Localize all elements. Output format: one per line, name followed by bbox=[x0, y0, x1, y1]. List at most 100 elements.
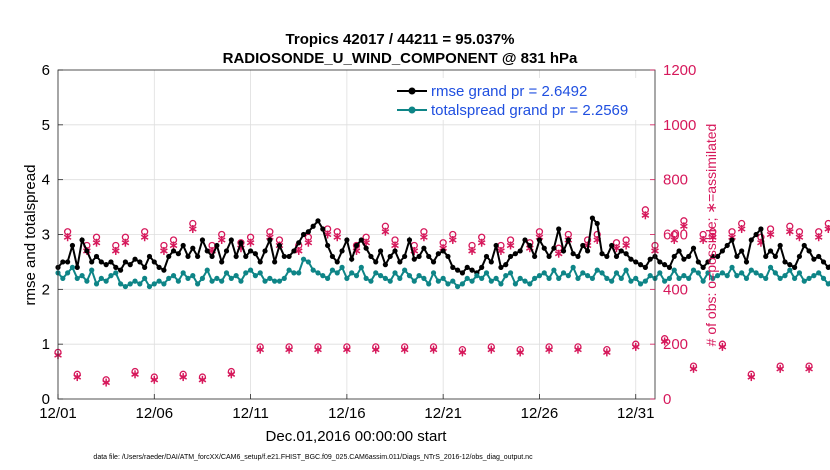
series-layer bbox=[54, 206, 830, 387]
totalspread-point bbox=[527, 281, 533, 287]
obs-assimilated-point bbox=[400, 345, 409, 354]
totalspread-point bbox=[349, 270, 355, 276]
rmse-point bbox=[710, 253, 716, 260]
rmse-point bbox=[662, 262, 668, 268]
rmse-point bbox=[681, 256, 687, 262]
rmse-point bbox=[584, 248, 591, 254]
rmse-point bbox=[74, 264, 80, 270]
y-right-tick-label: 1000 bbox=[663, 117, 696, 134]
rmse-point bbox=[671, 253, 677, 260]
rmse-point bbox=[469, 267, 475, 273]
totalspread-point bbox=[195, 281, 201, 287]
obs-assimilated-point bbox=[246, 238, 255, 247]
totalspread-point bbox=[517, 275, 523, 281]
totalspread-point bbox=[156, 278, 162, 284]
rmse-point bbox=[411, 256, 417, 262]
rmse-point bbox=[512, 251, 518, 257]
totalspread-point bbox=[811, 273, 817, 279]
y-tick-label: 2 bbox=[42, 281, 50, 298]
rmse-point bbox=[628, 256, 634, 262]
totalspread-point bbox=[767, 264, 774, 270]
totalspread-point bbox=[190, 273, 196, 279]
rmse-point bbox=[199, 237, 206, 243]
obs-assimilated-point bbox=[814, 233, 823, 242]
rmse-point bbox=[811, 256, 817, 262]
totalspread-point bbox=[281, 275, 287, 281]
totalspread-point bbox=[469, 278, 475, 284]
rmse-point bbox=[209, 253, 215, 260]
rmse-point bbox=[151, 259, 157, 265]
x-tick-label: 12/31 bbox=[617, 405, 655, 422]
totalspread-point bbox=[507, 270, 514, 276]
y-tick-label: 6 bbox=[42, 62, 50, 79]
obs-assimilated-point bbox=[477, 238, 486, 247]
totalspread-point bbox=[522, 278, 528, 284]
rmse-point bbox=[690, 245, 697, 251]
obs-assimilated-point bbox=[497, 246, 505, 255]
rmse-point bbox=[657, 259, 663, 265]
totalspread-point bbox=[618, 275, 624, 281]
obs-assimilated-point bbox=[256, 345, 265, 354]
y-right-tick-label: 600 bbox=[663, 227, 688, 244]
y-right-tick-label: 800 bbox=[663, 172, 688, 189]
totalspread-point bbox=[570, 264, 576, 270]
obs-assimilated-point bbox=[699, 235, 707, 244]
rmse-point bbox=[392, 248, 398, 254]
rmse-point bbox=[546, 253, 552, 260]
totalspread-point bbox=[127, 281, 133, 287]
y-tick-label: 3 bbox=[42, 227, 50, 244]
totalspread-point bbox=[536, 273, 543, 279]
totalspread-point bbox=[719, 270, 726, 276]
obs-assimilated-point bbox=[333, 233, 342, 242]
rmse-point bbox=[637, 262, 644, 268]
obs-assimilated-point bbox=[785, 227, 794, 236]
x-tick-label: 12/26 bbox=[521, 405, 559, 422]
totalspread-point bbox=[272, 278, 278, 284]
totalspread-point bbox=[151, 281, 157, 287]
totalspread-point bbox=[325, 275, 331, 281]
rmse-point bbox=[517, 248, 523, 254]
totalspread-point bbox=[421, 275, 427, 281]
obs-assimilated-point bbox=[343, 345, 351, 354]
rmse-point bbox=[801, 242, 807, 249]
obs-assimilated-point bbox=[670, 235, 679, 244]
rmse-point bbox=[397, 259, 403, 265]
totalspread-point bbox=[637, 281, 644, 287]
rmse-point bbox=[507, 253, 514, 260]
obs-assimilated-point bbox=[169, 241, 178, 250]
rmse-point bbox=[435, 251, 441, 257]
totalspread-point bbox=[772, 270, 778, 276]
rmse-point bbox=[724, 242, 730, 249]
totalspread-point bbox=[79, 273, 85, 279]
rmse-point bbox=[666, 264, 673, 270]
rmse-point bbox=[166, 253, 172, 260]
rmse-point bbox=[633, 259, 639, 265]
totalspread-point bbox=[440, 275, 446, 281]
obs-assimilated-point bbox=[631, 342, 640, 351]
totalspread-point bbox=[503, 273, 509, 279]
rmse-point bbox=[170, 248, 177, 254]
totalspread-point bbox=[734, 273, 740, 279]
obs-assimilated-point bbox=[574, 345, 582, 354]
rmse-point bbox=[503, 262, 509, 268]
rmse-point bbox=[522, 237, 528, 243]
obs-assimilated-point bbox=[776, 364, 785, 373]
rmse-point bbox=[695, 259, 701, 265]
rmse-point bbox=[464, 264, 470, 270]
y-axis-right-label: # of obs: o=possible; ∗=assimilated bbox=[703, 124, 719, 347]
rmse-point bbox=[575, 253, 581, 260]
totalspread-point bbox=[700, 278, 706, 284]
rmse-point bbox=[358, 237, 364, 243]
totalspread-point bbox=[93, 281, 100, 287]
totalspread-point bbox=[353, 273, 360, 279]
totalspread-point bbox=[613, 270, 620, 276]
rmse-point bbox=[767, 248, 774, 254]
obs-assimilated-point bbox=[227, 370, 236, 379]
totalspread-point bbox=[89, 267, 95, 273]
y-tick-label: 0 bbox=[42, 391, 50, 408]
rmse-point bbox=[276, 242, 283, 249]
totalspread-point bbox=[580, 270, 586, 276]
rmse-point bbox=[219, 259, 225, 265]
rmse-point bbox=[334, 259, 340, 265]
totalspread-point bbox=[334, 270, 340, 276]
